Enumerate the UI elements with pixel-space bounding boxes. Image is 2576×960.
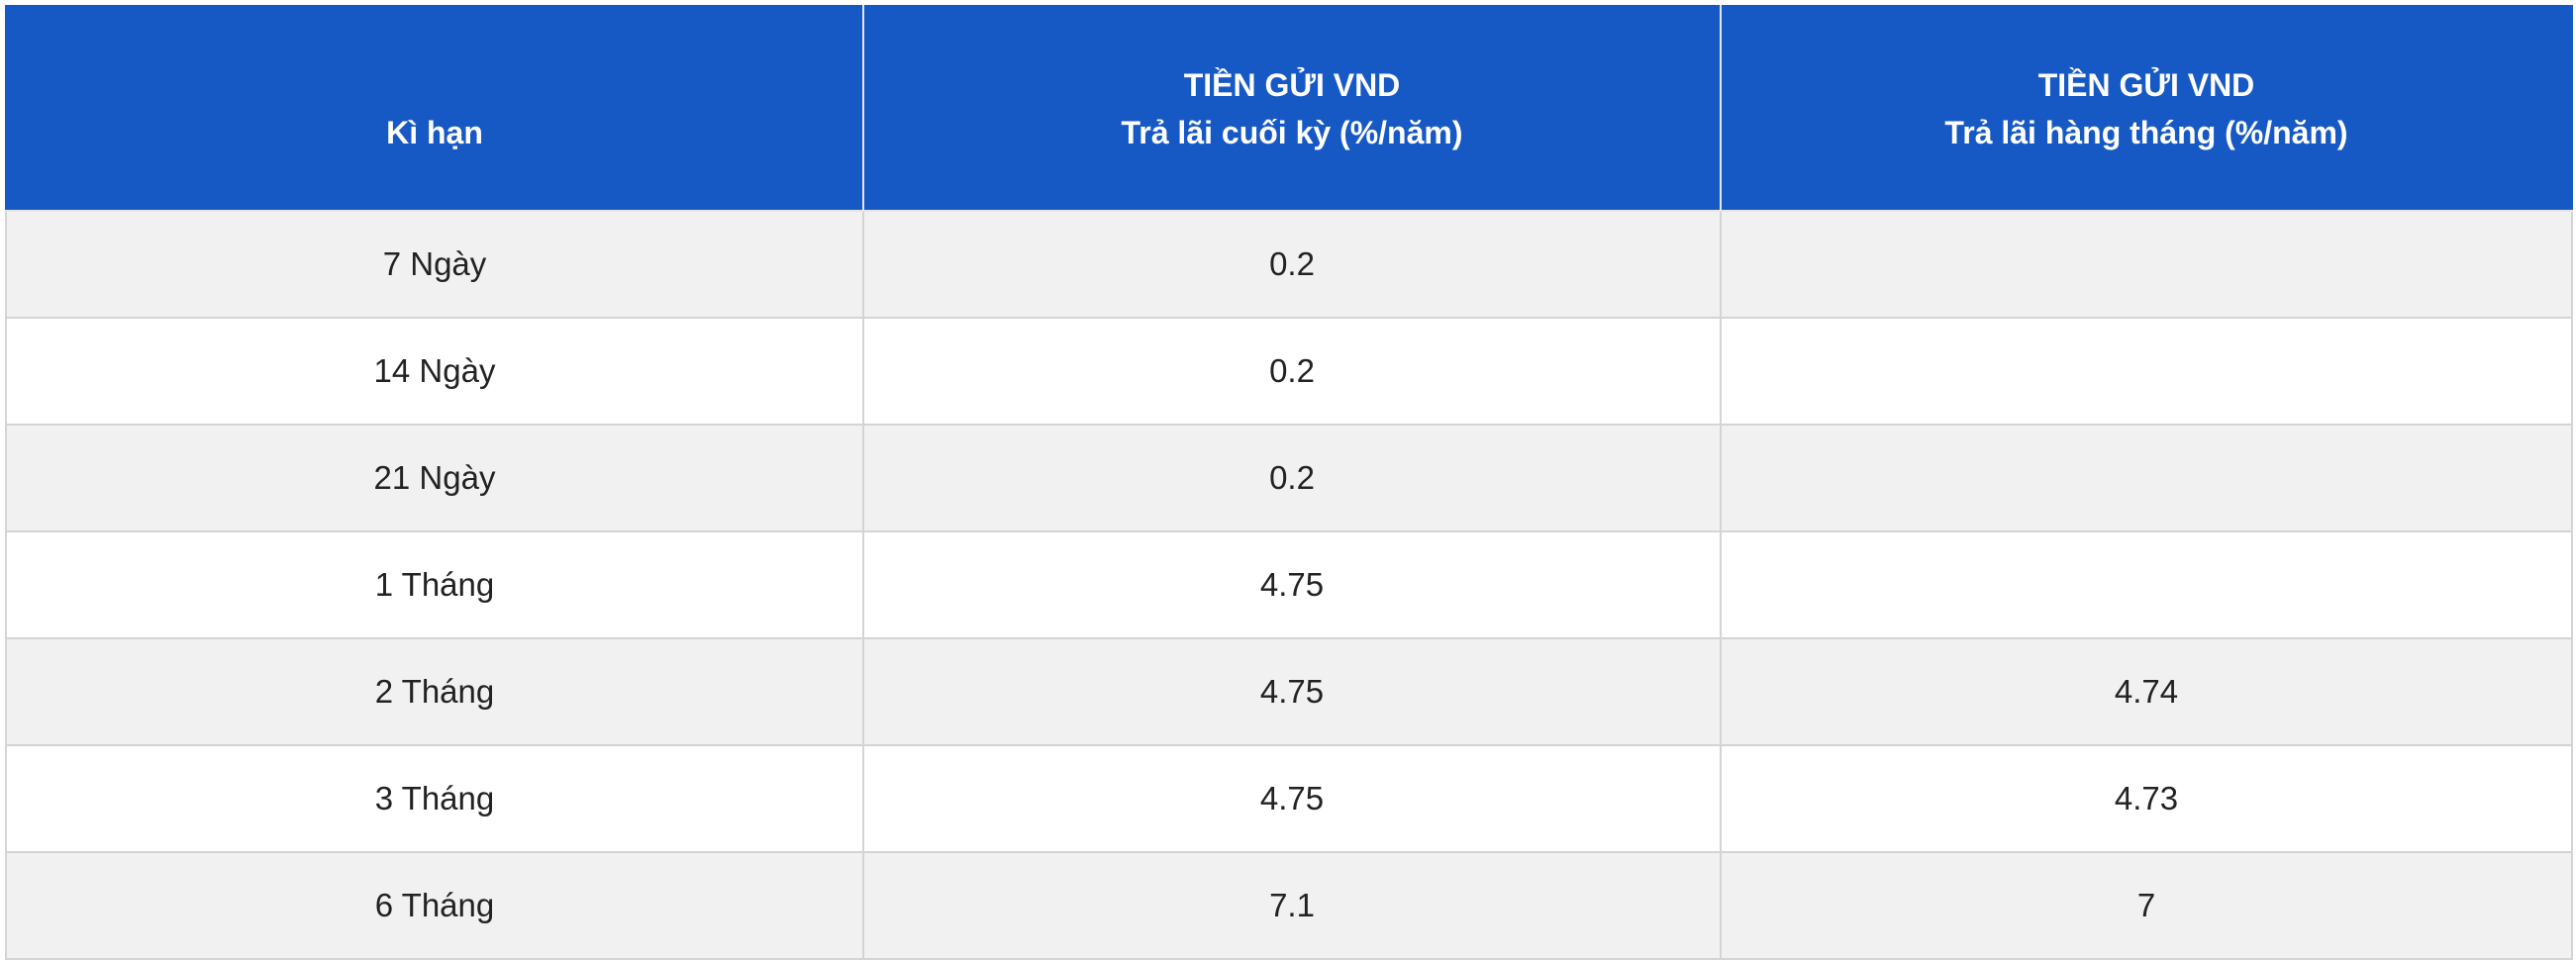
monthly-rate-cell xyxy=(1720,424,2573,532)
table-row: 14 Ngày 0.2 xyxy=(5,317,2573,426)
term-cell: 7 Ngày xyxy=(5,210,864,319)
header-term: Kì hạn xyxy=(5,5,864,212)
term-cell: 3 Tháng xyxy=(5,744,864,853)
term-cell: 21 Ngày xyxy=(5,424,864,532)
end-of-term-rate-cell: 0.2 xyxy=(862,424,1722,532)
table-row: 3 Tháng 4.75 4.73 xyxy=(5,744,2573,853)
header-monthly-line1: TIỀN GỬI VND xyxy=(2037,66,2255,103)
table-row: 2 Tháng 4.75 4.74 xyxy=(5,637,2573,746)
monthly-rate-cell xyxy=(1720,317,2573,426)
header-end-of-term: TIỀN GỬI VND Trả lãi cuối kỳ (%/năm) xyxy=(862,5,1722,212)
header-end-of-term-line2: Trả lãi cuối kỳ (%/năm) xyxy=(1121,114,1463,150)
header-end-of-term-line1: TIỀN GỬI VND xyxy=(1183,66,1401,103)
interest-rate-table: Kì hạn TIỀN GỬI VND Trả lãi cuối kỳ (%/n… xyxy=(5,5,2573,960)
header-monthly: TIỀN GỬI VND Trả lãi hàng tháng (%/năm) xyxy=(1720,5,2573,212)
end-of-term-rate-cell: 7.1 xyxy=(862,851,1722,960)
monthly-rate-cell xyxy=(1720,530,2573,639)
end-of-term-rate-cell: 4.75 xyxy=(862,530,1722,639)
monthly-rate-cell: 4.73 xyxy=(1720,744,2573,853)
table-row: 1 Tháng 4.75 xyxy=(5,530,2573,639)
term-cell: 1 Tháng xyxy=(5,530,864,639)
term-cell: 6 Tháng xyxy=(5,851,864,960)
end-of-term-rate-cell: 4.75 xyxy=(862,637,1722,746)
table-row: 7 Ngày 0.2 xyxy=(5,210,2573,319)
header-term-label: Kì hạn xyxy=(386,114,483,150)
monthly-rate-cell: 7 xyxy=(1720,851,2573,960)
table-row: 21 Ngày 0.2 xyxy=(5,424,2573,532)
term-cell: 2 Tháng xyxy=(5,637,864,746)
end-of-term-rate-cell: 0.2 xyxy=(862,210,1722,319)
term-cell: 14 Ngày xyxy=(5,317,864,426)
monthly-rate-cell xyxy=(1720,210,2573,319)
end-of-term-rate-cell: 4.75 xyxy=(862,744,1722,853)
rate-table-container: Kì hạn TIỀN GỬI VND Trả lãi cuối kỳ (%/n… xyxy=(5,5,2573,960)
end-of-term-rate-cell: 0.2 xyxy=(862,317,1722,426)
header-monthly-line2: Trả lãi hàng tháng (%/năm) xyxy=(1944,114,2348,150)
table-row: 6 Tháng 7.1 7 xyxy=(5,851,2573,960)
monthly-rate-cell: 4.74 xyxy=(1720,637,2573,746)
table-header: Kì hạn TIỀN GỬI VND Trả lãi cuối kỳ (%/n… xyxy=(5,5,2573,212)
header-row: Kì hạn TIỀN GỬI VND Trả lãi cuối kỳ (%/n… xyxy=(5,5,2573,212)
table-body: 7 Ngày 0.2 14 Ngày 0.2 21 Ngày 0.2 1 Thá… xyxy=(5,210,2573,960)
